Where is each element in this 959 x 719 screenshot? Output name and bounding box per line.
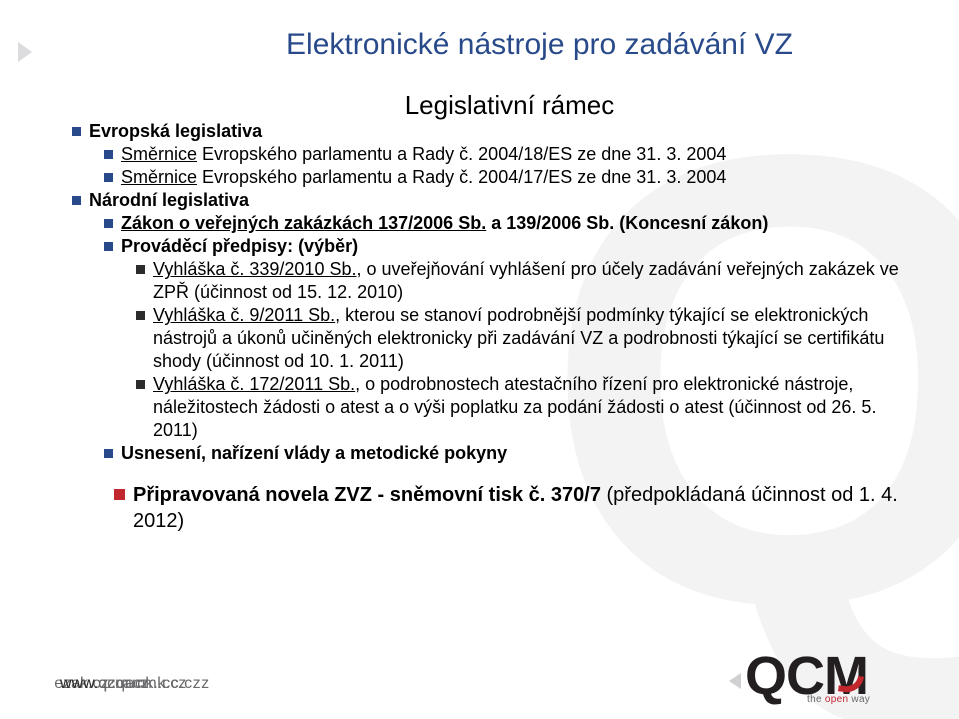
list-item: Vyhláška č. 9/2011 Sb., kterou se stanov… <box>136 304 899 373</box>
list-item: Prováděcí předpisy: (výběr) <box>104 235 899 258</box>
logo: QCM the open way <box>745 651 915 705</box>
item-text: Zákon o veřejných zakázkách 137/2006 Sb.… <box>121 212 899 235</box>
bullet-icon <box>104 173 113 182</box>
bullet-icon <box>104 150 113 159</box>
list-item: Zákon o veřejných zakázkách 137/2006 Sb.… <box>104 212 899 235</box>
nav-back-icon[interactable] <box>729 673 741 689</box>
bullet-icon <box>114 489 125 500</box>
item-text: Evropská legislativa <box>89 120 899 143</box>
item-text: Vyhláška č. 339/2010 Sb., o uveřejňování… <box>153 258 899 304</box>
list-item: Usnesení, nařízení vlády a metodické pok… <box>104 442 899 465</box>
item-text: Vyhláška č. 172/2011 Sb., o podrobnostec… <box>153 373 899 442</box>
bullet-icon <box>72 196 81 205</box>
list-item: Směrnice Evropského parlamentu a Rady č.… <box>104 166 899 189</box>
item-text: Vyhláška č. 9/2011 Sb., kterou se stanov… <box>153 304 899 373</box>
subtitle: Legislativní rámec <box>0 90 959 121</box>
content-area: Evropská legislativa Směrnice Evropského… <box>72 120 899 535</box>
item-text: Připravovaná novela ZVZ - sněmovní tisk … <box>133 483 899 534</box>
item-text: Prováděcí předpisy: (výběr) <box>121 235 899 258</box>
footer: www.www.qcm.czqzcamk..ccz www. www.ezqac… <box>0 651 959 719</box>
bullet-icon <box>104 449 113 458</box>
item-text: Národní legislativa <box>89 189 899 212</box>
bullet-icon <box>72 127 81 136</box>
bullet-icon <box>104 219 113 228</box>
list-item: Vyhláška č. 172/2011 Sb., o podrobnostec… <box>136 373 899 442</box>
slide: Q Elektronické nástroje pro zadávání VZ … <box>0 0 959 719</box>
logo-tagline: the open way <box>807 694 870 705</box>
bullet-icon <box>136 311 145 320</box>
list-item: Vyhláška č. 339/2010 Sb., o uveřejňování… <box>136 258 899 304</box>
novela-item: Připravovaná novela ZVZ - sněmovní tisk … <box>114 483 899 534</box>
item-text: Směrnice Evropského parlamentu a Rady č.… <box>121 166 899 189</box>
list-item: Evropská legislativa <box>72 120 899 143</box>
item-text: Usnesení, nařízení vlády a metodické pok… <box>121 442 899 465</box>
bullet-icon <box>104 242 113 251</box>
bullet-icon <box>136 265 145 274</box>
list-item: Směrnice Evropského parlamentu a Rady č.… <box>104 143 899 166</box>
list-item: Národní legislativa <box>72 189 899 212</box>
item-text: Směrnice Evropského parlamentu a Rady č.… <box>121 143 899 166</box>
bullet-icon <box>136 380 145 389</box>
page-title: Elektronické nástroje pro zadávání VZ <box>0 28 959 62</box>
